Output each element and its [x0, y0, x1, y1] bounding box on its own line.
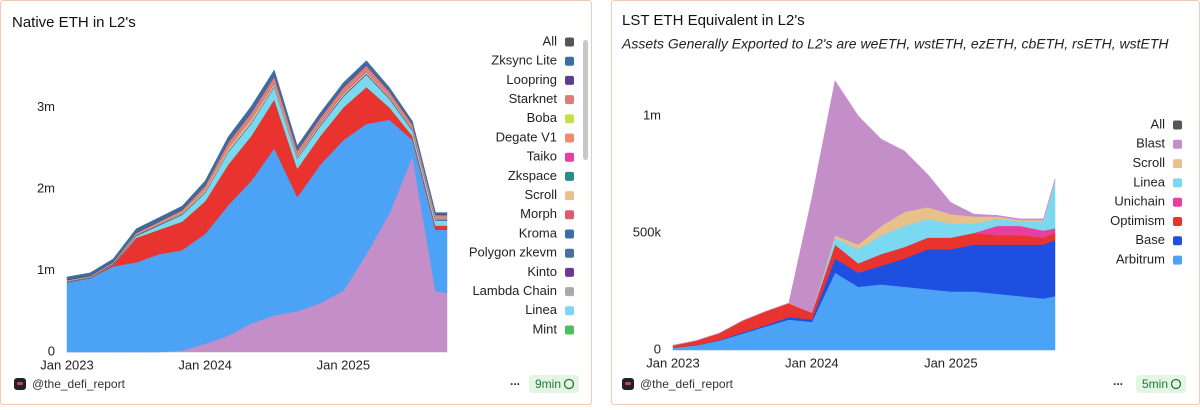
- legend-swatch[interactable]: [565, 95, 574, 105]
- legend-label: Unichain: [1114, 194, 1165, 209]
- chart-title: Native ETH in L2's: [12, 14, 136, 31]
- y-tick-label: 0: [654, 341, 661, 356]
- legend-swatch[interactable]: [565, 37, 574, 47]
- legend-label: Starknet: [509, 91, 558, 106]
- menu[interactable]: ...: [510, 374, 520, 388]
- legend-label: Polygon zkevm: [469, 245, 557, 260]
- scrollbar[interactable]: [583, 40, 588, 160]
- x-tick-label: Jan 2024: [785, 355, 839, 370]
- legend-swatch[interactable]: [1173, 217, 1182, 226]
- legend-label: All: [543, 33, 558, 48]
- y-tick-label: 1m: [37, 262, 55, 277]
- legend-swatch[interactable]: [1173, 120, 1182, 130]
- legend-swatch[interactable]: [1173, 197, 1182, 207]
- legend-label: Lambda Chain: [472, 283, 557, 298]
- legend-swatch[interactable]: [565, 114, 574, 124]
- area: [66, 60, 448, 280]
- legend-swatch[interactable]: [565, 287, 574, 297]
- legend-swatch[interactable]: [565, 325, 574, 335]
- legend-swatch[interactable]: [1173, 159, 1182, 169]
- legend-swatch[interactable]: [1173, 236, 1182, 246]
- y-tick-label: 0: [48, 343, 55, 358]
- legend-swatch[interactable]: [565, 306, 574, 316]
- avatar-mark: [17, 382, 23, 385]
- legend-label: Optimism: [1110, 213, 1165, 228]
- legend-swatch[interactable]: [565, 56, 574, 66]
- legend-label: Zksync Lite: [491, 53, 557, 68]
- legend-swatch[interactable]: [565, 152, 574, 162]
- menu[interactable]: ...: [1113, 374, 1123, 388]
- legend-label: Linea: [525, 302, 558, 317]
- legend-swatch[interactable]: [1173, 139, 1182, 149]
- legend-swatch[interactable]: [565, 229, 574, 239]
- legend-swatch[interactable]: [565, 75, 574, 85]
- area: [672, 80, 1056, 346]
- x-tick-label: Jan 2025: [924, 355, 978, 370]
- avatar-mark: [625, 382, 631, 385]
- y-tick-label: 500k: [633, 224, 662, 239]
- x-tick-label: Jan 2025: [317, 357, 371, 372]
- y-tick-label: 2m: [37, 180, 55, 195]
- y-tick-label: 3m: [37, 99, 55, 114]
- legend-swatch[interactable]: [565, 191, 574, 201]
- legend-label: Kinto: [527, 264, 557, 279]
- x-tick-label: Jan 2023: [40, 357, 94, 372]
- y-tick-label: 1m: [643, 107, 661, 122]
- chart-title: LST ETH Equivalent in L2's: [622, 12, 805, 29]
- legend-swatch[interactable]: [565, 267, 574, 277]
- footer-handle[interactable]: @the_defi_report: [640, 377, 734, 391]
- legend-label: Zkspace: [508, 168, 557, 183]
- legend-label: All: [1151, 116, 1166, 131]
- legend-label: Degate V1: [496, 129, 557, 144]
- legend-label: Mint: [532, 321, 557, 336]
- check-icon: [1170, 378, 1182, 390]
- legend-label: Loopring: [506, 72, 557, 87]
- legend-label: Base: [1135, 232, 1165, 247]
- legend-swatch[interactable]: [565, 248, 574, 258]
- legend-label: Blast: [1136, 136, 1165, 151]
- x-tick-label: Jan 2024: [178, 357, 232, 372]
- check-icon: [563, 378, 575, 390]
- legend-label: Taiko: [527, 149, 557, 164]
- x-tick-label: Jan 2023: [646, 355, 700, 370]
- legend-swatch[interactable]: [565, 133, 574, 143]
- legend-label: Scroll: [1132, 155, 1165, 170]
- legend-swatch[interactable]: [565, 210, 574, 220]
- legend-swatch[interactable]: [565, 171, 574, 181]
- legend-label: Morph: [520, 206, 557, 221]
- footer-handle[interactable]: @the_defi_report: [32, 377, 126, 391]
- legend-label: Boba: [527, 110, 558, 125]
- legend-label: Kroma: [519, 225, 558, 240]
- legend-label: Scroll: [524, 187, 557, 202]
- age: 5min: [1142, 377, 1168, 391]
- legend-label: Arbitrum: [1116, 252, 1165, 267]
- chart-subtitle: Assets Generally Exported to L2's are we…: [621, 36, 1169, 52]
- legend-swatch[interactable]: [1173, 255, 1182, 265]
- legend-label: Linea: [1133, 174, 1166, 189]
- legend-swatch[interactable]: [1173, 178, 1182, 188]
- age: 9min: [535, 377, 561, 391]
